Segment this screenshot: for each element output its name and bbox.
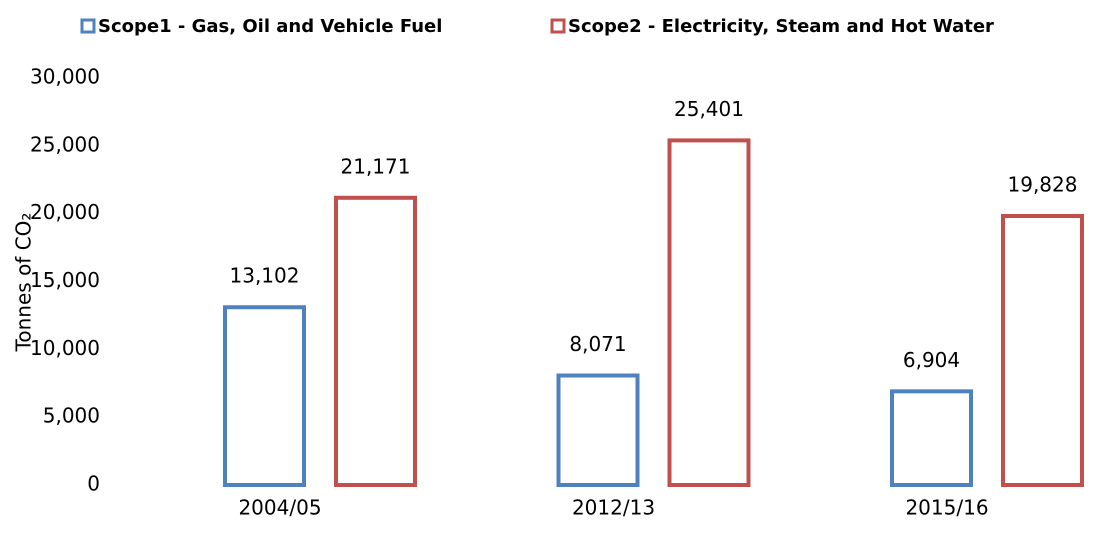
bar (667, 138, 751, 487)
y-tick-label: 5,000 (43, 404, 100, 428)
y-axis-title: Tonnes of CO₂ (12, 213, 36, 353)
legend-swatch (550, 18, 566, 34)
y-tick-label: 20,000 (30, 200, 100, 224)
x-tick-label: 2012/13 (572, 496, 655, 520)
bar (223, 305, 306, 488)
y-tick-label: 25,000 (30, 132, 100, 156)
value-label: 8,071 (569, 332, 626, 356)
value-label: 13,102 (230, 264, 300, 288)
y-tick-label: 30,000 (30, 65, 100, 89)
bar (334, 195, 417, 488)
x-tick-label: 2015/16 (905, 496, 988, 520)
value-label: 25,401 (674, 97, 744, 121)
bar (556, 373, 640, 488)
value-label: 21,171 (341, 154, 411, 178)
y-tick-label: 15,000 (30, 268, 100, 292)
value-label: 19,828 (1008, 173, 1078, 197)
y-tick-label: 10,000 (30, 336, 100, 360)
y-tick-label: 0 (87, 472, 100, 496)
legend-text: Scope1 - Gas, Oil and Vehicle Fuel (98, 16, 442, 37)
bar (1001, 214, 1084, 488)
legend-text: Scope2 - Electricity, Steam and Hot Wate… (568, 16, 994, 37)
legend-swatch (80, 18, 96, 34)
value-label: 6,904 (903, 348, 960, 372)
bar (890, 389, 973, 487)
x-tick-label: 2004/05 (238, 496, 321, 520)
